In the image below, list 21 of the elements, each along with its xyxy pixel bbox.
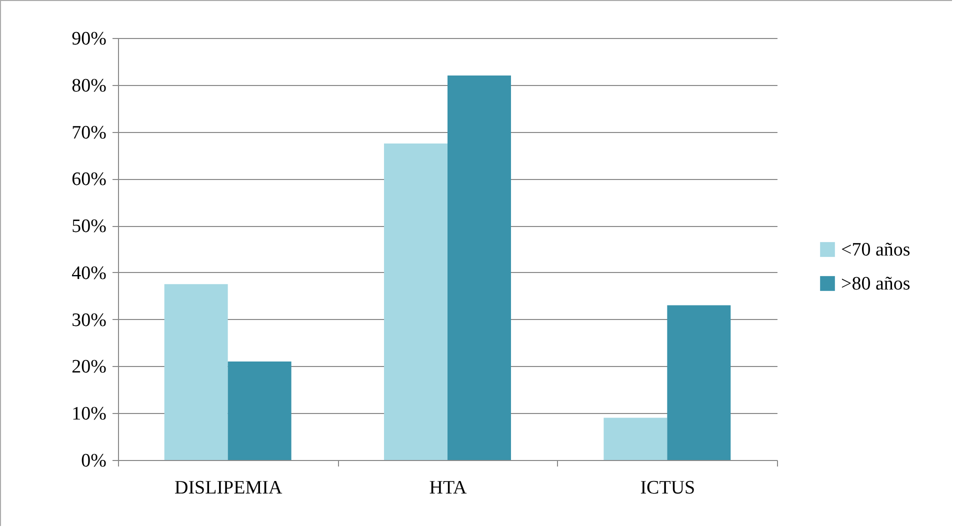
x-tick-label: HTA [429,478,468,498]
bar [164,284,228,460]
y-tick-label: 80% [72,75,107,96]
y-tick-label: 40% [72,262,107,284]
bar [228,362,292,460]
y-tick-label: 50% [72,216,107,238]
bar [384,144,448,460]
y-tick-label: 70% [72,122,107,144]
y-tick-label: 20% [72,356,107,378]
y-tick-label: 90% [72,28,107,50]
legend-label: >80 años [841,274,910,294]
x-tick-label: DISLIPEMIA [174,478,282,498]
y-tick-label: 0% [81,450,107,472]
legend-label: <70 años [841,240,910,260]
bar [667,305,731,460]
x-tick-label: ICTUS [640,478,696,498]
y-tick-label: 60% [72,169,107,190]
bar [448,76,511,460]
bar [604,418,668,460]
y-tick-label: 10% [72,404,107,425]
y-tick-label: 30% [72,310,107,331]
